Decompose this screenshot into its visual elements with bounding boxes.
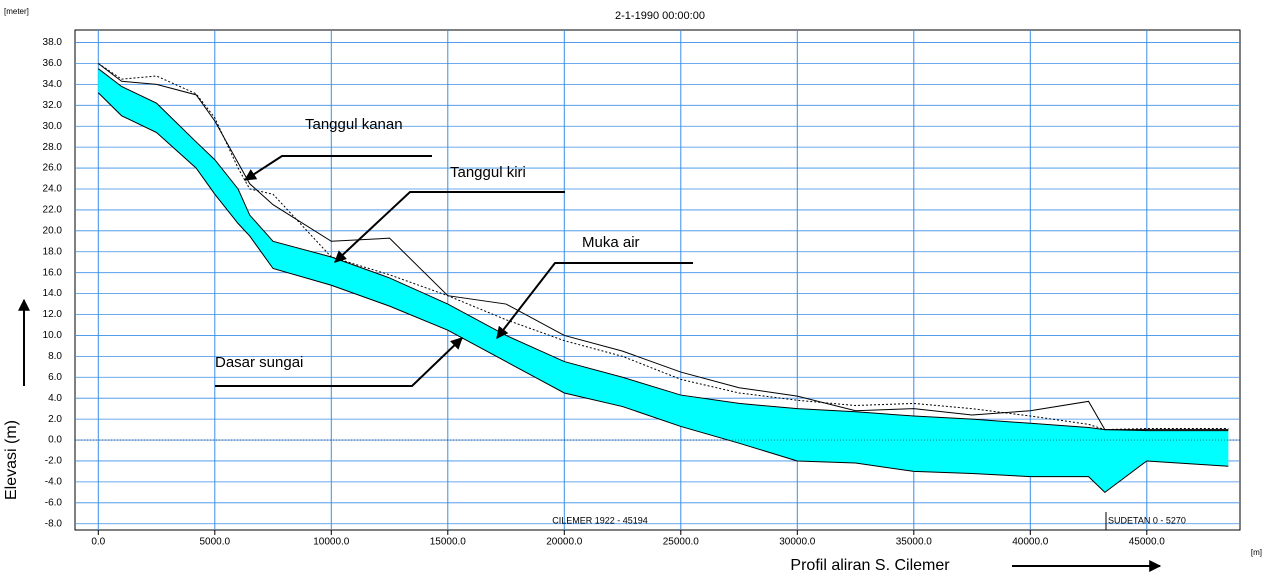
decor (18, 155, 1162, 572)
x-tick-label: 15000.0 (430, 537, 467, 548)
y-tick-label: -2.0 (45, 456, 63, 467)
y-unit: [meter] (4, 7, 29, 16)
y-tick-label: 12.0 (43, 309, 63, 320)
y-tick-label: -8.0 (45, 518, 63, 529)
profile-line (97, 63, 1229, 431)
annotation: Muka air (582, 234, 640, 251)
y-tick-label: 34.0 (43, 79, 63, 90)
annotation: Dasar sungai (215, 354, 303, 371)
y-tick-label: -6.0 (45, 497, 63, 508)
y-tick-label: 32.0 (43, 100, 63, 111)
branch-label: SUDETAN 0 - 5270 (1108, 515, 1186, 525)
annotation-arrow (334, 191, 565, 263)
profile-line (98, 63, 1229, 431)
y-tick-label: 10.0 (43, 330, 63, 341)
annotation-arrow (215, 337, 463, 387)
y-tick-label: 30.0 (43, 121, 63, 132)
y-tick-label: 8.0 (48, 351, 62, 362)
x-tick-label: 30000.0 (779, 537, 816, 548)
y-tick-label: -4.0 (45, 477, 63, 488)
y-tick-label: 6.0 (48, 372, 62, 383)
y-tick-label: 18.0 (43, 246, 63, 257)
annotation: Tanggul kanan (305, 116, 403, 133)
y-tick-label: 4.0 (48, 393, 62, 404)
y-tick-label: 36.0 (43, 58, 63, 69)
y-axis-label: Elevasi (m) (3, 420, 20, 500)
y-tick-label: 2.0 (48, 414, 62, 425)
x-tick-label: 5000.0 (200, 537, 231, 548)
y-tick-label: 22.0 (43, 205, 63, 216)
x-tick-label: 10000.0 (313, 537, 350, 548)
y-tick-label: 14.0 (43, 288, 63, 299)
water-area (98, 68, 1229, 493)
branch-label: CILEMER 1922 - 45194 (552, 515, 648, 525)
y-tick-label: 20.0 (43, 225, 63, 236)
x-unit: [m] (1251, 548, 1262, 557)
y-tick-label: 16.0 (43, 267, 63, 278)
y-tick-label: 28.0 (43, 142, 63, 153)
x-tick-label: 45000.0 (1129, 537, 1166, 548)
profile-line (97, 92, 1229, 493)
y-tick-label: 0.0 (48, 435, 62, 446)
x-axis-label: Profil aliran S. Cilemer (790, 557, 950, 574)
y-tick-label: 38.0 (43, 37, 63, 48)
annotation-arrow (243, 155, 432, 181)
x-tick-label: 35000.0 (896, 537, 933, 548)
x-tick-label: 20000.0 (546, 537, 583, 548)
x-tick-label: 25000.0 (663, 537, 700, 548)
y-tick-label: 24.0 (43, 184, 63, 195)
annotation: Tanggul kiri (450, 164, 526, 181)
chart-title: 2-1-1990 00:00:00 (615, 10, 705, 22)
profile-line (97, 68, 1229, 432)
y-tick-label: 26.0 (43, 163, 63, 174)
x-tick-label: 0.0 (91, 537, 105, 548)
x-tick-label: 40000.0 (1012, 537, 1049, 548)
annotation-arrow (496, 262, 693, 339)
